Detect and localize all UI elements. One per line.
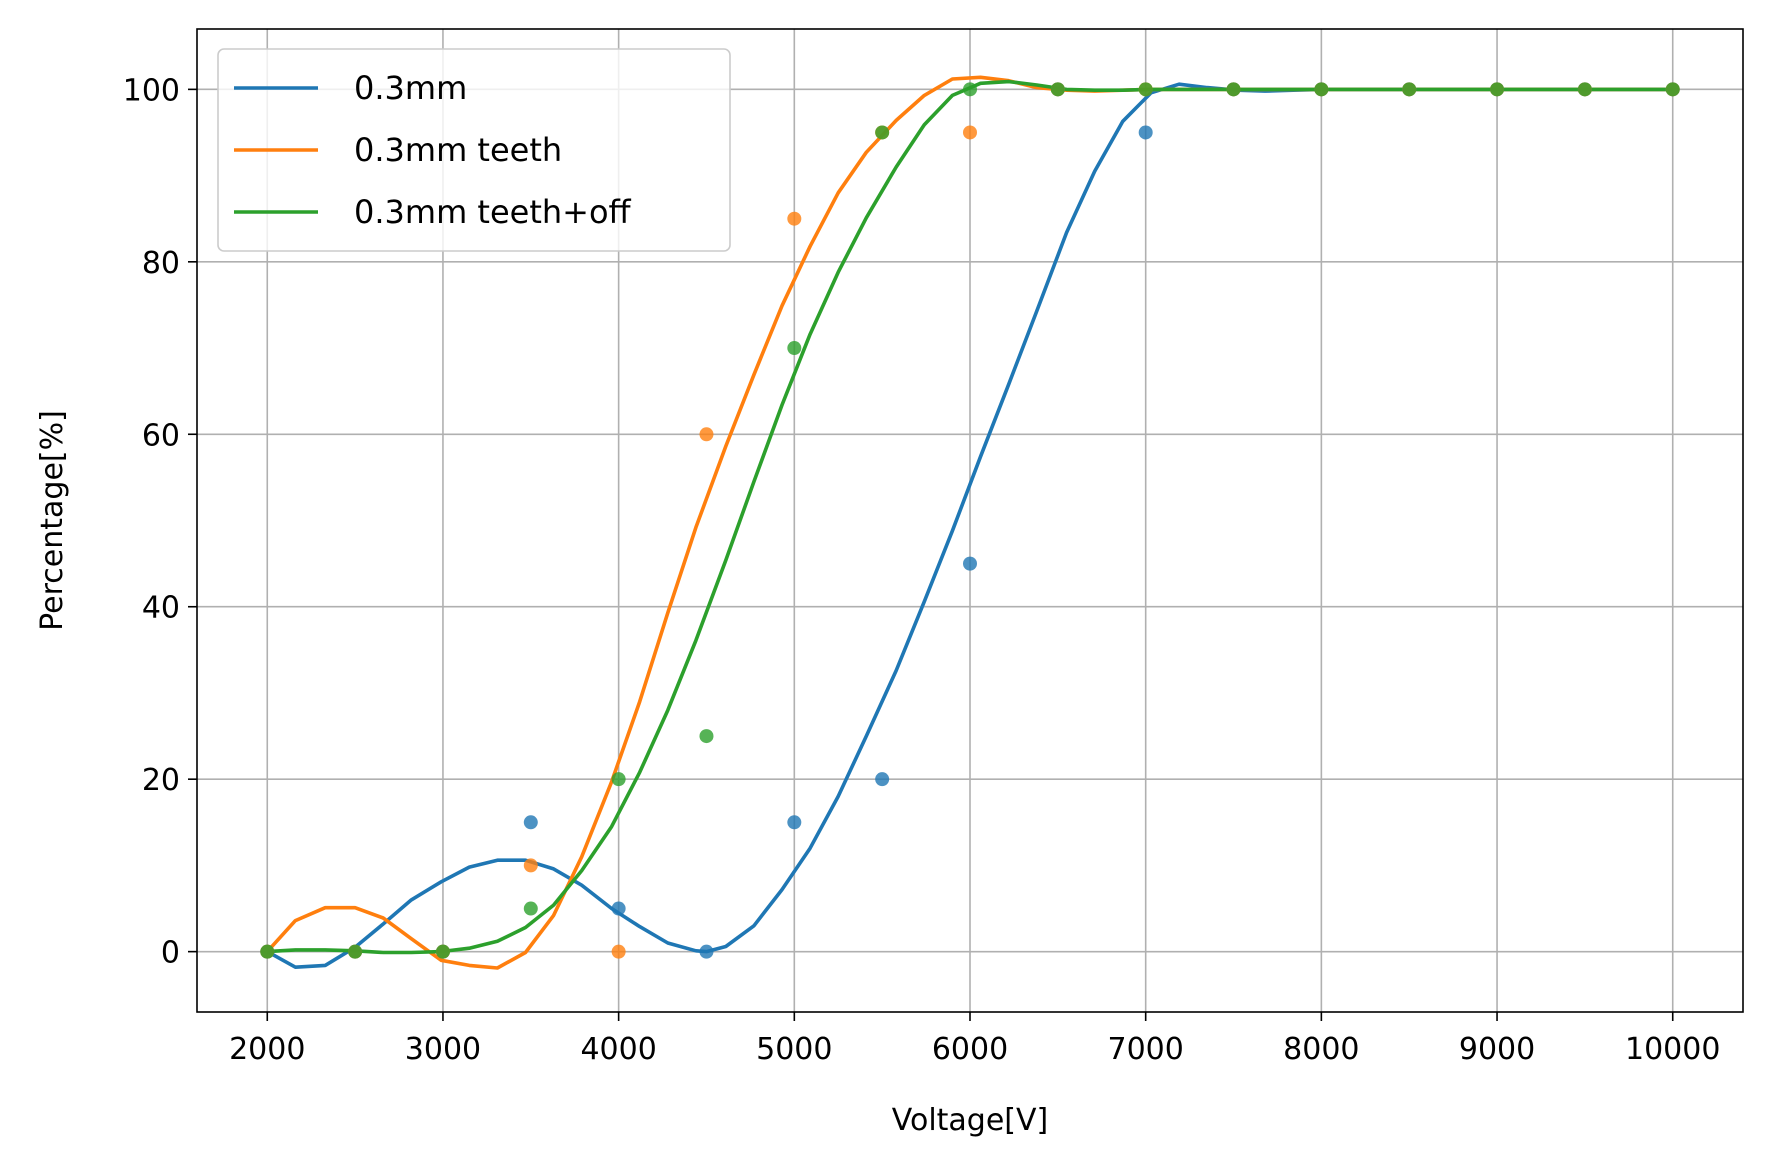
data-point xyxy=(787,341,802,356)
data-point xyxy=(787,211,802,226)
data-point xyxy=(963,125,977,140)
legend-box xyxy=(217,48,731,252)
data-point xyxy=(699,729,714,744)
data-point xyxy=(1138,125,1153,140)
data-point xyxy=(1402,82,1417,97)
x-tick-label: 10000 xyxy=(1625,1032,1720,1067)
data-point xyxy=(1226,82,1241,97)
data-point xyxy=(348,944,363,959)
y-tick-label: 20 xyxy=(142,763,180,798)
data-point xyxy=(1665,82,1680,97)
series-line-3 xyxy=(267,79,1673,955)
data-point xyxy=(523,815,538,830)
x-tick-label: 6000 xyxy=(932,1032,1008,1067)
data-point xyxy=(1050,82,1065,97)
data-point xyxy=(1138,82,1153,97)
data-point xyxy=(260,944,275,959)
series-points xyxy=(260,82,1680,959)
data-point xyxy=(435,944,450,959)
data-point xyxy=(523,901,538,916)
data-point xyxy=(699,944,714,959)
data-point xyxy=(611,944,626,959)
x-tick-label: 5000 xyxy=(756,1032,832,1067)
data-point xyxy=(787,815,802,830)
data-point xyxy=(611,901,626,916)
y-axis-label: Percentage[%] xyxy=(35,410,70,631)
data-point xyxy=(1314,82,1329,97)
y-tick-label: 60 xyxy=(142,418,180,453)
data-point xyxy=(963,82,977,97)
data-point xyxy=(1577,82,1592,97)
x-tick-label: 2000 xyxy=(229,1032,305,1067)
series-curves xyxy=(265,75,1673,970)
x-axis-label: Voltage[V] xyxy=(892,1103,1048,1138)
y-tick-label: 0 xyxy=(161,936,180,971)
data-point xyxy=(699,427,714,442)
axis-ticks: 2000 3000 4000 5000 6000 7000 8000 9000 10000 0 20… xyxy=(123,73,1721,1067)
y-tick-label: 40 xyxy=(142,591,180,626)
x-tick-label: 4000 xyxy=(580,1032,656,1067)
legend: 0.3mm 0.3mm teeth 0.3mm teeth+off xyxy=(217,48,731,252)
y-tick-label: 100 xyxy=(123,73,180,108)
y-tick-label: 80 xyxy=(142,246,180,281)
data-point xyxy=(875,772,890,787)
x-tick-label: 7000 xyxy=(1108,1032,1184,1067)
legend-label: 0.3mm teeth xyxy=(354,131,562,169)
data-point xyxy=(523,858,538,873)
legend-label: 0.3mm teeth+off xyxy=(354,193,632,231)
data-point xyxy=(875,125,890,140)
data-point xyxy=(1490,82,1505,97)
data-point xyxy=(611,772,626,787)
x-tick-label: 3000 xyxy=(405,1032,481,1067)
x-tick-label: 8000 xyxy=(1283,1032,1359,1067)
legend-label: 0.3mm xyxy=(354,69,467,107)
x-tick-label: 9000 xyxy=(1459,1032,1535,1067)
data-point xyxy=(963,556,977,571)
